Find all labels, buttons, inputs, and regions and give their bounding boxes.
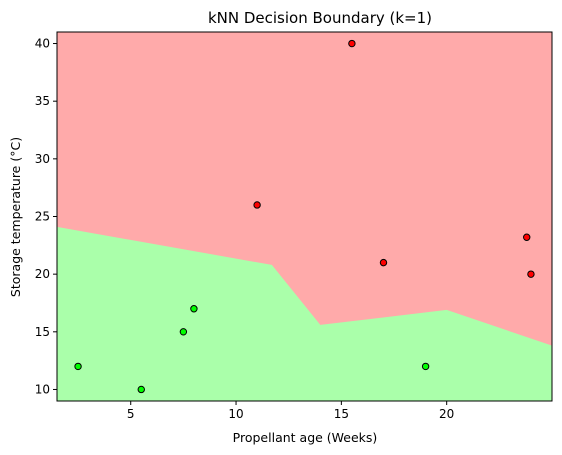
x-tick-label: 15 <box>334 407 349 421</box>
y-tick-label: 30 <box>35 152 50 166</box>
data-point-red <box>253 201 261 209</box>
y-tick-label: 20 <box>35 267 50 281</box>
data-point-red <box>523 233 531 241</box>
data-point-red <box>348 39 356 48</box>
y-axis-label: Storage temperature (°C) <box>8 137 23 297</box>
data-point-red <box>527 270 535 278</box>
x-tick-label: 5 <box>127 407 135 421</box>
x-tick-label: 10 <box>228 407 243 421</box>
data-point-green <box>421 362 430 371</box>
data-point-green <box>190 305 198 313</box>
x-tick-label: 20 <box>439 407 454 421</box>
chart-title: kNN Decision Boundary (k=1) <box>208 9 432 27</box>
x-axis-label: Propellant age (Weeks) <box>233 430 378 445</box>
y-tick-label: 40 <box>35 37 50 51</box>
plot-area <box>57 32 552 401</box>
data-point-green <box>137 385 145 394</box>
data-point-red <box>379 258 388 267</box>
data-point-green <box>179 328 188 336</box>
y-tick-label: 25 <box>35 210 50 224</box>
y-tick-label: 35 <box>35 94 50 108</box>
y-tick-label: 15 <box>35 325 50 339</box>
data-point-green <box>74 362 82 371</box>
y-tick-label: 10 <box>35 382 50 396</box>
axes: 5 10 15 20 10 15 20 25 30 35 40 <box>35 31 553 421</box>
decision-region-green <box>57 226 552 401</box>
